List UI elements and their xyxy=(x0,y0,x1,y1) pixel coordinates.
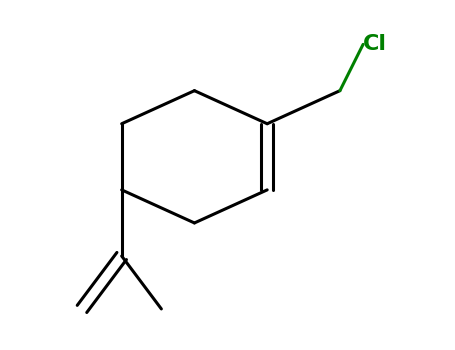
Text: Cl: Cl xyxy=(363,34,387,54)
